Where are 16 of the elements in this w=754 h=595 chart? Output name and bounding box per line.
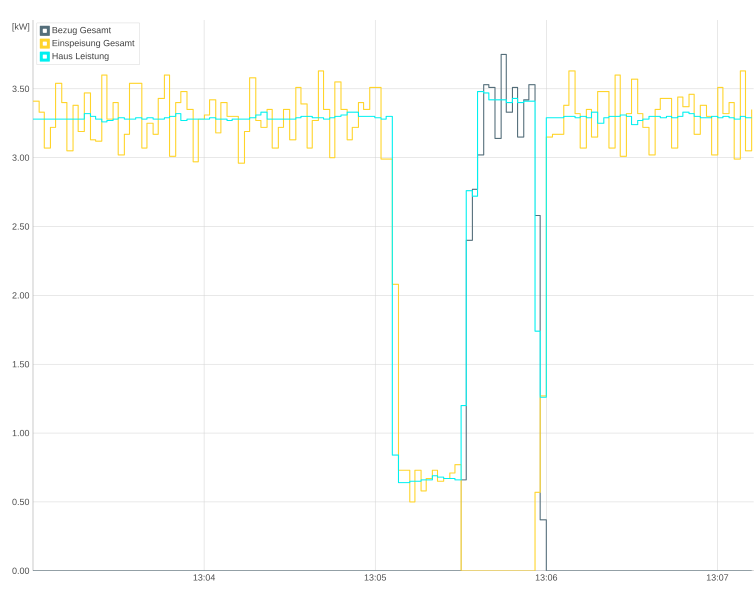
y-tick-label: 3.50 <box>12 86 30 92</box>
y-tick-label: 0.00 <box>12 568 30 574</box>
x-tick-label: 13:04 <box>194 574 216 581</box>
y-tick-label: 3.00 <box>12 154 30 161</box>
legend-label: Einspeisung Gesamt <box>52 40 134 48</box>
legend-label: Bezug Gesamt <box>52 27 112 36</box>
x-tick-label: 13:07 <box>706 574 728 581</box>
y-axis-title: [kW] <box>12 23 30 32</box>
x-tick-label: 13:06 <box>536 574 558 581</box>
y-tick-label: 2.50 <box>12 223 30 230</box>
y-tick-label: 1.00 <box>12 430 30 436</box>
y-tick-label: 2.00 <box>12 292 30 299</box>
y-tick-label: 0.50 <box>12 498 30 506</box>
x-tick-label: 13:05 <box>364 574 386 581</box>
y-tick-label: 1.50 <box>12 361 30 368</box>
legend-label: Haus Leistung <box>52 52 109 62</box>
